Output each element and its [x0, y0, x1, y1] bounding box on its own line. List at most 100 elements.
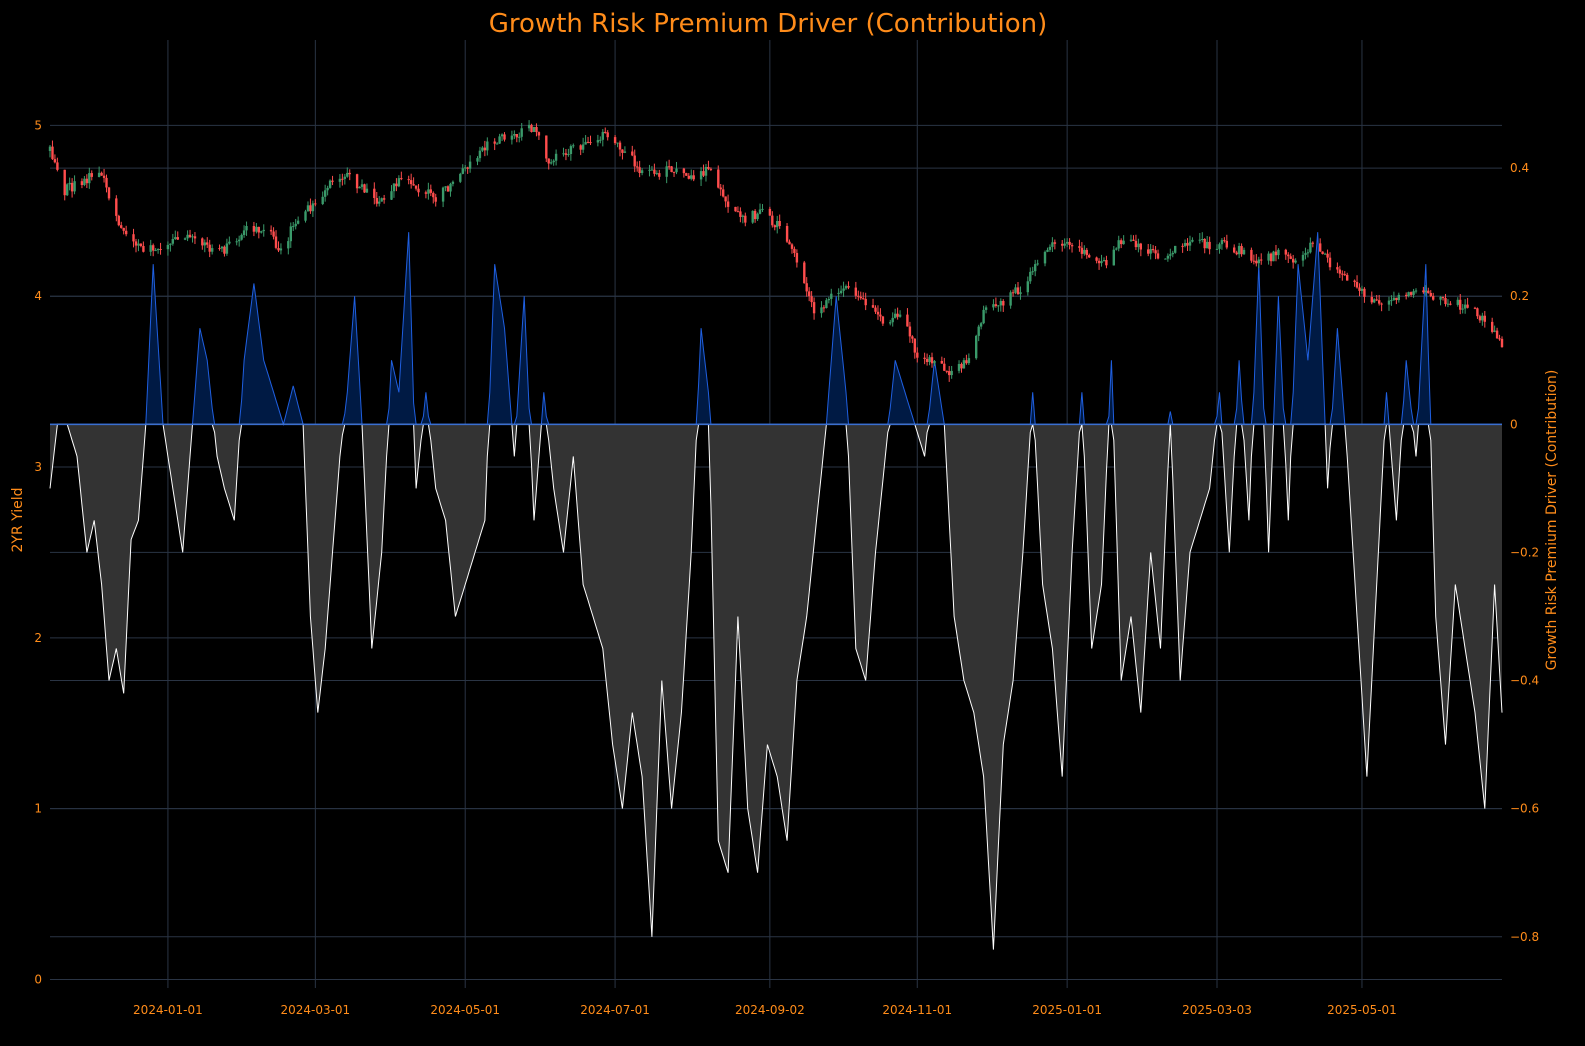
- candle-body: [896, 313, 899, 317]
- candle-body: [768, 208, 772, 216]
- candle-body: [70, 182, 74, 192]
- y-left-tick-label: 2: [34, 631, 42, 645]
- x-tick-label: 2024-01-01: [133, 1003, 203, 1017]
- candle-body: [1463, 304, 1467, 309]
- candle-body: [1358, 287, 1361, 291]
- candle-body: [967, 358, 971, 364]
- candle-body: [262, 229, 265, 232]
- candle-body: [685, 173, 688, 176]
- y-right-tick-label: −0.2: [1510, 545, 1539, 559]
- candle-body: [810, 296, 813, 303]
- candle-body: [515, 134, 518, 138]
- candle-body: [1309, 242, 1312, 253]
- x-tick-label: 2024-05-01: [430, 1003, 500, 1017]
- candle-body: [476, 158, 479, 162]
- candle-body: [1070, 245, 1074, 247]
- candle-body: [1500, 338, 1504, 348]
- candle-body: [758, 209, 762, 214]
- candle-body: [287, 241, 290, 249]
- y-right-tick-label: −0.4: [1510, 674, 1539, 688]
- candle-body: [994, 304, 998, 306]
- candle-body: [1191, 239, 1194, 242]
- candle-body: [984, 307, 988, 310]
- candle-body: [1491, 321, 1494, 332]
- candle-body: [699, 171, 703, 180]
- candle-body: [1115, 248, 1118, 250]
- candle-body: [1137, 243, 1140, 248]
- candle-body: [1341, 273, 1344, 275]
- candle-body: [171, 239, 174, 244]
- candle-body: [1483, 315, 1486, 322]
- candle-body: [429, 189, 432, 193]
- candle-body: [1449, 303, 1452, 305]
- candle-body: [1481, 315, 1484, 321]
- candle-body: [898, 314, 902, 317]
- candle-body: [581, 144, 585, 150]
- candle-body: [1085, 249, 1088, 256]
- candle-body: [1225, 240, 1228, 248]
- candle-body: [1405, 294, 1408, 297]
- candle-body: [1083, 249, 1086, 254]
- candle-body: [1065, 241, 1069, 244]
- candle-body: [1102, 260, 1106, 262]
- candle-body: [547, 158, 550, 164]
- candle-body: [722, 189, 725, 197]
- candle-body: [530, 124, 533, 132]
- candle-body: [1380, 303, 1383, 305]
- candle-body: [537, 132, 541, 136]
- candle-body: [392, 183, 396, 192]
- candle-body: [945, 370, 948, 372]
- candle-body: [1395, 297, 1398, 300]
- x-tick-label: 2025-03-03: [1182, 1003, 1252, 1017]
- candle-body: [1048, 246, 1052, 250]
- candle-body: [943, 363, 946, 371]
- candle-body: [203, 242, 206, 246]
- y-axis-right-label: Growth Risk Premium Driver (Contribution…: [1544, 370, 1560, 671]
- candle-body: [992, 304, 995, 308]
- candle-body: [776, 221, 779, 228]
- y-left-tick-label: 4: [34, 289, 42, 303]
- candle-body: [1080, 247, 1084, 254]
- candle-body: [142, 246, 145, 252]
- candle-body: [1206, 241, 1209, 249]
- candle-body: [48, 146, 52, 151]
- candle-body: [756, 213, 759, 220]
- candle-body: [1390, 300, 1393, 302]
- candle-body: [444, 186, 447, 188]
- candle-body: [1088, 255, 1091, 258]
- x-tick-label: 2025-05-01: [1327, 1003, 1397, 1017]
- candle-body: [1306, 252, 1310, 254]
- candle-body: [1414, 290, 1418, 292]
- candle-body: [977, 326, 980, 336]
- candle-body: [63, 169, 66, 196]
- candle-body: [481, 147, 484, 151]
- candle-body: [375, 198, 378, 204]
- candle-body: [1139, 243, 1142, 250]
- candle-body: [940, 361, 943, 364]
- candle-body: [363, 184, 366, 193]
- candle-body: [115, 198, 118, 216]
- candle-body: [881, 316, 885, 324]
- candle-body: [1274, 251, 1278, 256]
- candle-body: [68, 182, 71, 185]
- candle-body: [400, 178, 403, 180]
- candle-body: [149, 245, 152, 252]
- candle-body: [596, 140, 600, 143]
- candle-body: [223, 246, 226, 254]
- candle-body: [717, 169, 720, 188]
- candle-body: [692, 175, 695, 180]
- candle-body: [871, 305, 875, 308]
- candle-body: [159, 249, 162, 250]
- candle-body: [621, 149, 624, 153]
- candle-body: [687, 175, 690, 179]
- candle-body: [569, 146, 573, 154]
- candle-body: [1250, 249, 1253, 261]
- candle-body: [1267, 253, 1270, 261]
- candle-body: [675, 168, 678, 173]
- candle-body: [464, 167, 467, 169]
- candle-body: [228, 241, 231, 244]
- candle-body: [778, 221, 781, 226]
- candle-body: [252, 226, 256, 232]
- candle-body: [908, 326, 912, 337]
